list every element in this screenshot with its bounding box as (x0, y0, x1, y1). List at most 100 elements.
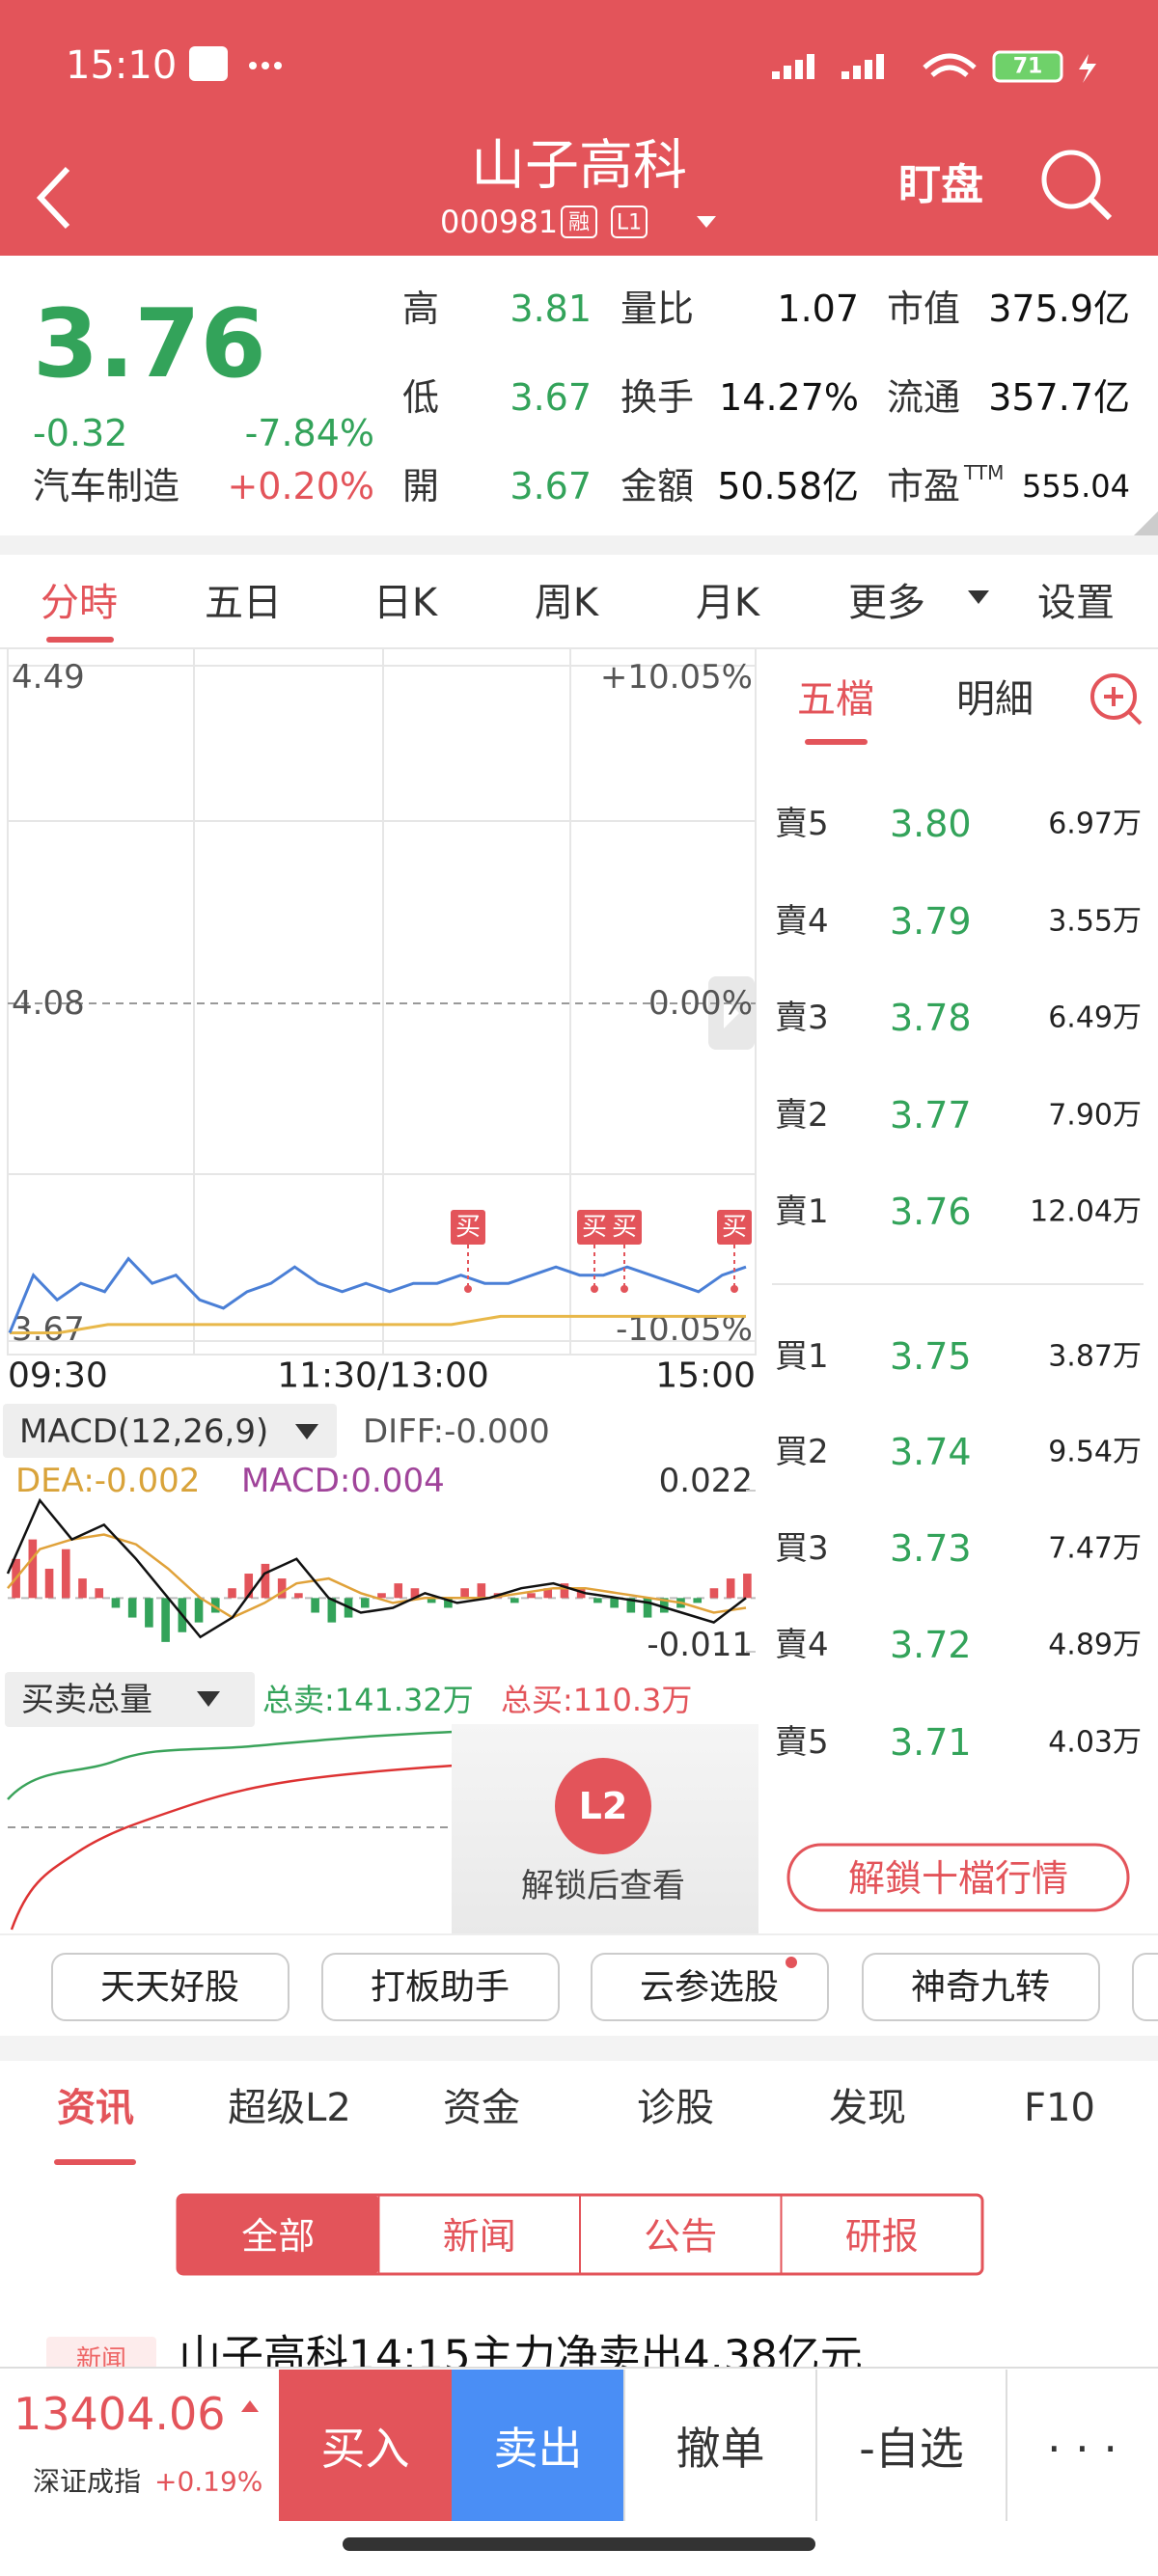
tool-label: 打板助手 (371, 1968, 510, 2008)
chart-tab[interactable]: 五日 (205, 581, 282, 625)
filter-tab[interactable]: 新闻 (443, 2215, 516, 2258)
index-up-arrow (241, 2400, 259, 2412)
chart-tab[interactable]: 周K (535, 581, 600, 625)
macd-bar (327, 1598, 337, 1623)
tool-new-dot (786, 1957, 797, 1968)
tab-underline (46, 637, 114, 643)
industry-name: 汽车制造 (33, 465, 179, 507)
macd-diff: DIFF:-0.000 (363, 1412, 550, 1451)
action-button[interactable] (279, 2370, 452, 2521)
book-tab[interactable]: 五檔 (797, 677, 874, 722)
macd-bar (277, 1578, 287, 1599)
news-tab[interactable]: 资金 (443, 2086, 520, 2130)
macd-bar (626, 1598, 636, 1613)
tool-chip[interactable] (51, 1953, 290, 2021)
news-tab[interactable]: 超级L2 (228, 2086, 351, 2130)
tool-label: 神奇九转 (911, 1968, 1050, 2008)
signal-box (451, 1210, 485, 1245)
macd-bar (377, 1593, 386, 1599)
tool-chip-partial[interactable] (1132, 1953, 1158, 2021)
search-handle (1088, 196, 1113, 221)
macd-bar (28, 1539, 38, 1599)
tool-chip[interactable] (591, 1953, 829, 2021)
book-volume: 6.97万 (1048, 808, 1142, 841)
stat-label: 换手 (620, 376, 694, 419)
chart-tab[interactable]: 分時 (41, 581, 118, 625)
price-axis-label: 4.49 (12, 658, 85, 697)
macd-title: MACD(12,26,9) (19, 1412, 268, 1451)
stock-code: 000981 (440, 204, 558, 240)
book-label: 賣4 (775, 902, 829, 941)
book-volume: 7.47万 (1048, 1532, 1142, 1566)
action-button[interactable] (1006, 2370, 1158, 2521)
action-label: -自选 (859, 2423, 964, 2475)
news-tab[interactable]: 发现 (829, 2086, 906, 2130)
signal-box (577, 1210, 612, 1245)
wifi-icon (923, 53, 977, 77)
book-tab-underline (805, 739, 868, 745)
macd-dea: DEA:-0.002 (15, 1462, 200, 1500)
filter-tab[interactable]: 全部 (241, 2215, 315, 2258)
time-axis-label: 09:30 (8, 1357, 108, 1396)
macd-bar (527, 1593, 536, 1599)
action-button[interactable] (452, 2370, 624, 2521)
tool-label: 云参选股 (640, 1968, 779, 2008)
pct-axis-label: 0.00% (648, 984, 753, 1023)
macd-bar (510, 1598, 519, 1603)
action-label: 买入 (321, 2423, 410, 2475)
filter-active (178, 2195, 379, 2274)
news-tab-underline (54, 2159, 136, 2165)
macd-selector[interactable] (3, 1404, 337, 1458)
book-volume: 6.49万 (1048, 1001, 1142, 1035)
action-button[interactable] (624, 2370, 816, 2521)
average-price-line (10, 1314, 746, 1334)
watch-button[interactable]: 盯盘 (898, 161, 983, 210)
search-button[interactable] (1041, 150, 1101, 209)
battery-level: 71 (1013, 55, 1043, 79)
macd-axis-label: 0.022 (659, 1462, 753, 1500)
filter-tab[interactable]: 研报 (845, 2215, 919, 2258)
book-tab[interactable]: 明細 (956, 677, 1034, 722)
tool-chip[interactable] (321, 1953, 560, 2021)
news-tab[interactable]: 诊股 (637, 2086, 714, 2130)
macd-bar (610, 1598, 619, 1608)
back-button[interactable] (36, 166, 70, 230)
sell-volume-line (7, 1730, 455, 1800)
stat-value: 50.58亿 (717, 465, 859, 507)
chart-tab[interactable]: 更多 (848, 581, 925, 625)
stat-label: 低 (402, 376, 439, 419)
book-price: 3.75 (890, 1335, 972, 1378)
code-dropdown[interactable] (697, 216, 716, 228)
action-button[interactable] (816, 2370, 1006, 2521)
l2-badge (555, 1758, 651, 1854)
badge: 融 (568, 211, 590, 235)
filter-tab[interactable]: 公告 (644, 2215, 717, 2258)
stat-label: 市盈 (887, 465, 960, 507)
news-tab[interactable]: 资讯 (57, 2086, 134, 2130)
news-tab[interactable]: F10 (1024, 2086, 1095, 2130)
macd-bar (593, 1598, 602, 1603)
chart-tab[interactable]: 月K (696, 581, 761, 625)
chart-tab[interactable]: 日K (373, 581, 439, 625)
index-name: 深证成指 (33, 2466, 141, 2498)
stat-label: 高 (402, 288, 439, 330)
signal-box (717, 1210, 752, 1245)
book-label: 買1 (775, 1337, 829, 1376)
signal-box (607, 1210, 642, 1245)
macd-bar (360, 1598, 370, 1608)
tool-chip[interactable] (862, 1953, 1100, 2021)
section-separator (0, 535, 1158, 555)
macd-bar (95, 1588, 104, 1599)
macd-bar (261, 1563, 270, 1599)
more-dot (262, 62, 269, 69)
book-label: 賣3 (775, 999, 829, 1037)
price-line (8, 1256, 747, 1334)
stat-value: 1.07 (777, 288, 859, 330)
chart-tab[interactable]: 设置 (1037, 581, 1115, 625)
more-dropdown[interactable] (968, 590, 989, 604)
volume-selector[interactable] (5, 1672, 255, 1727)
book-label: 賣2 (775, 1096, 829, 1135)
unlock-button[interactable] (786, 1843, 1130, 1912)
zoom-button[interactable] (1090, 673, 1137, 720)
